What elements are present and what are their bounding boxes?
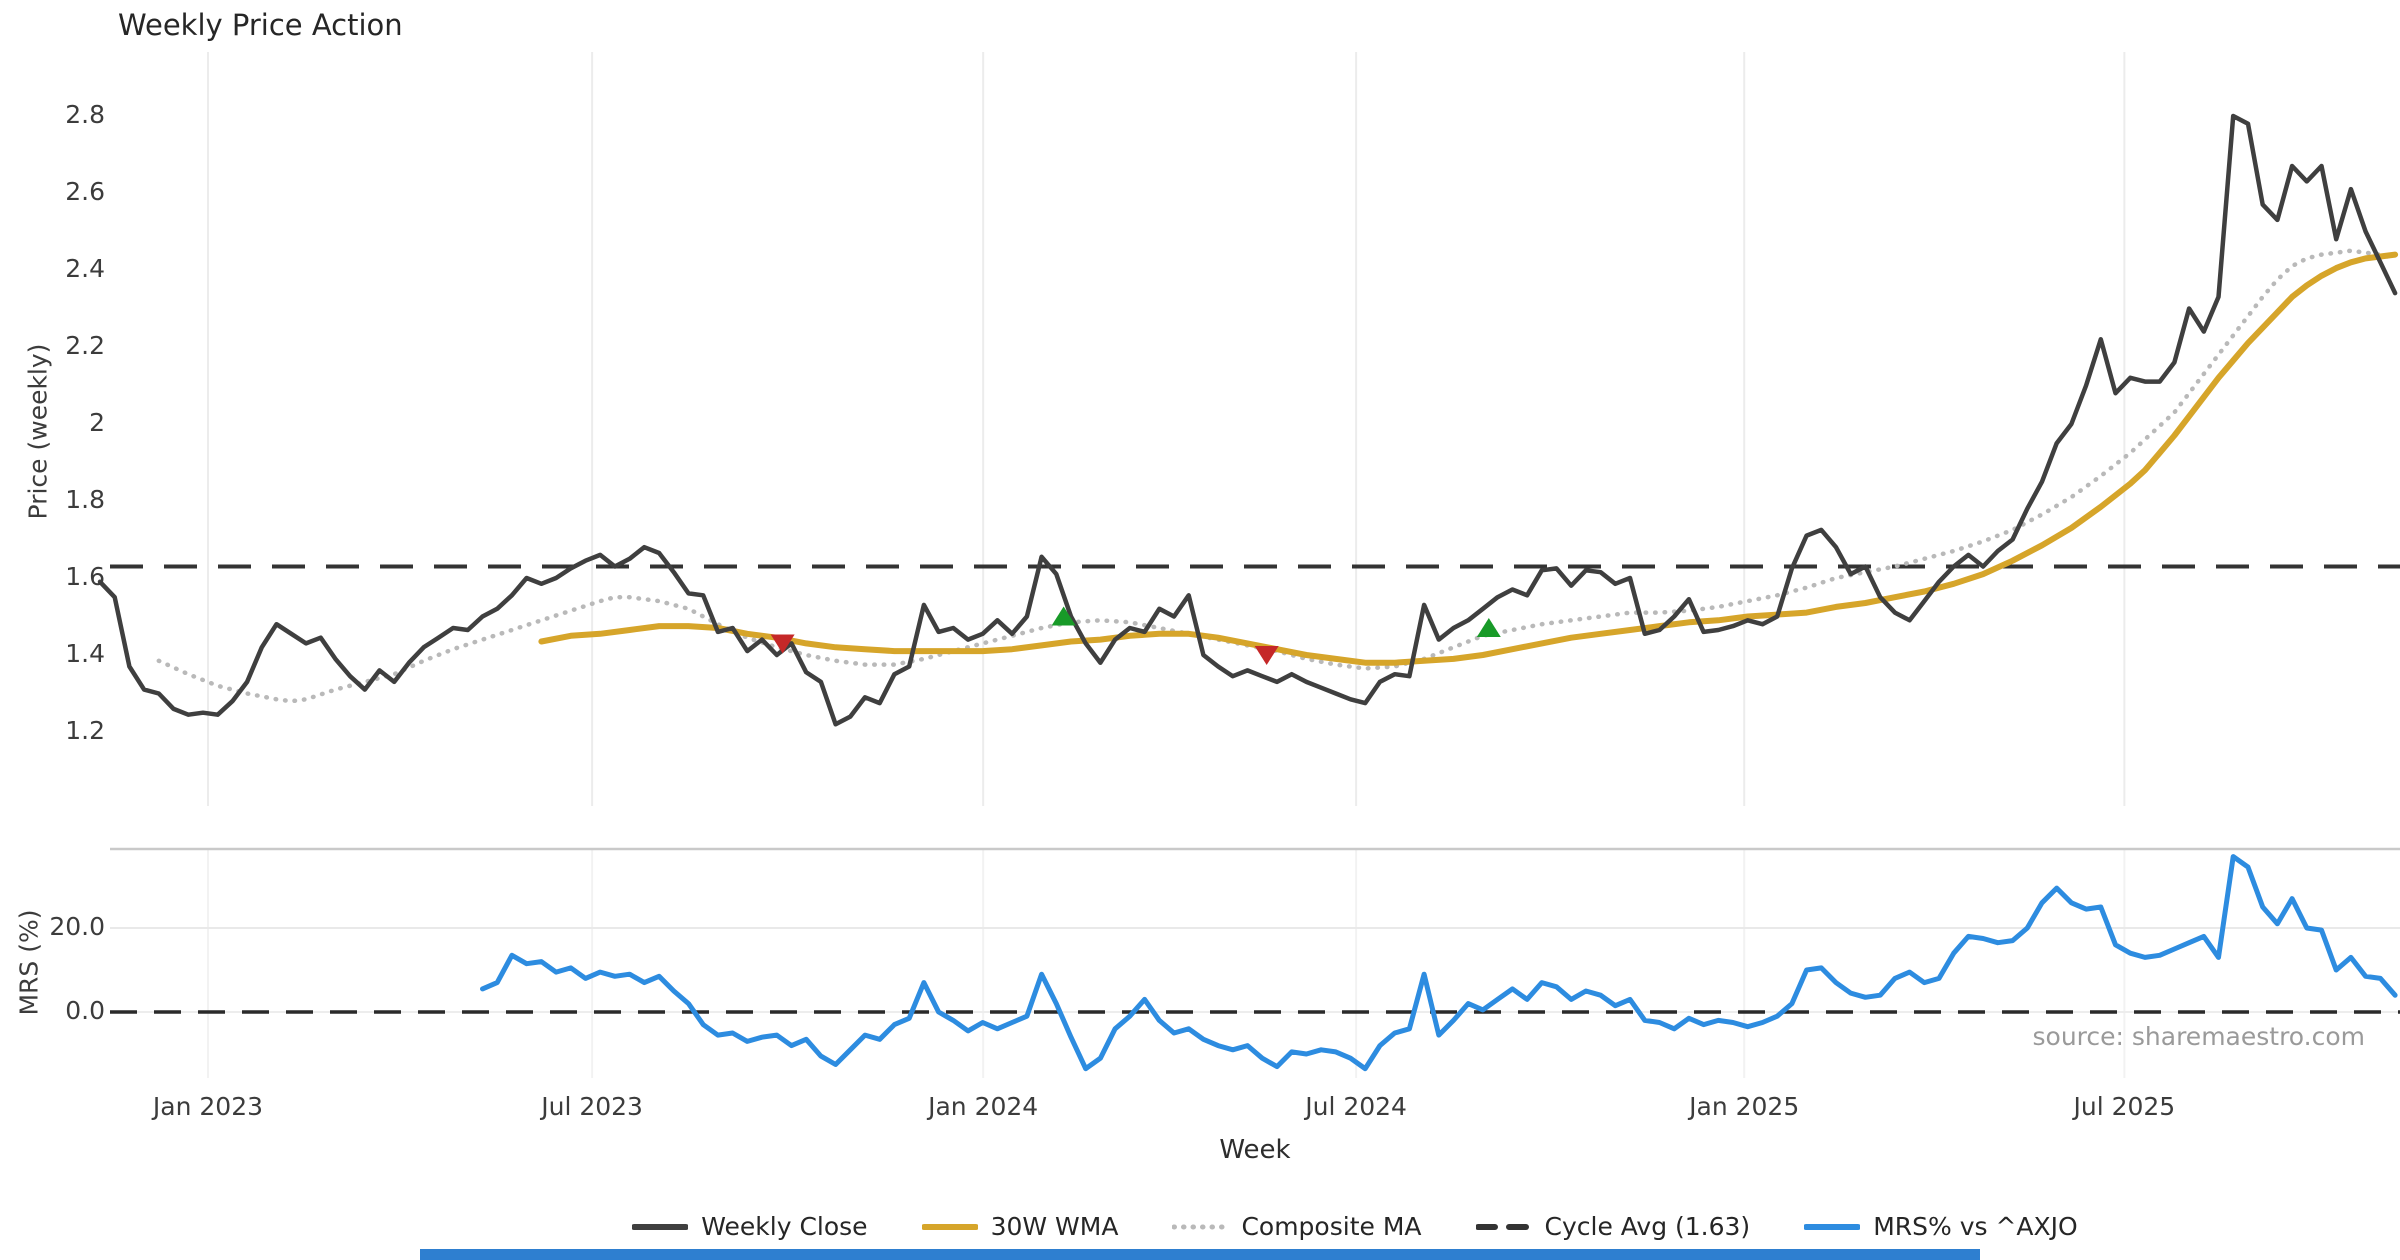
price-tick-label: 2 xyxy=(89,408,105,437)
legend-swatch-solid xyxy=(632,1223,689,1230)
legend-label: MRS% vs ^AXJO xyxy=(1873,1212,2078,1241)
chart-title: Weekly Price Action xyxy=(118,8,403,42)
legend-label: Composite MA xyxy=(1241,1212,1422,1241)
legend-label: 30W WMA xyxy=(990,1212,1119,1241)
legend-swatch-solid xyxy=(921,1223,978,1230)
price-tick-label: 1.8 xyxy=(65,485,105,514)
price-tick-label: 1.6 xyxy=(65,562,105,591)
price-tick-label: 2.8 xyxy=(65,100,105,129)
legend-swatch-dotted xyxy=(1172,1224,1229,1229)
x-axis-title: Week xyxy=(1219,1135,1291,1165)
buy-marker xyxy=(1476,618,1501,638)
price-tick-label: 2.6 xyxy=(65,177,105,206)
x-tick-label: Jul 2025 xyxy=(2073,1092,2176,1121)
mrs-line xyxy=(480,854,2398,1072)
x-tick-label: Jan 2024 xyxy=(928,1092,1039,1121)
mrs-tick-label: 20.0 xyxy=(49,912,105,941)
mrs-tick-label: 0.0 xyxy=(65,996,105,1025)
x-tick-label: Jan 2023 xyxy=(152,1092,264,1121)
price-tick-label: 1.2 xyxy=(65,716,105,745)
legend-label: Cycle Avg (1.63) xyxy=(1544,1212,1751,1241)
sell-marker xyxy=(770,634,795,654)
legend-swatch-solid xyxy=(1804,1223,1861,1230)
x-tick-label: Jul 2023 xyxy=(541,1092,643,1121)
x-tick-label: Jul 2024 xyxy=(1305,1092,1407,1121)
price-tick-label: 2.4 xyxy=(65,254,105,283)
wma-line xyxy=(538,251,2399,666)
bottom-progress-bar[interactable] xyxy=(420,1249,1980,1260)
chart-legend: Weekly Close 30W WMA Composite MA Cycle Avg… xyxy=(0,1212,2400,1241)
composite-ma-line xyxy=(156,248,2398,704)
legend-item: Weekly Close xyxy=(632,1212,868,1241)
legend-item: Cycle Avg (1.63) xyxy=(1475,1212,1751,1241)
price-tick-label: 1.4 xyxy=(65,639,105,668)
x-tick-label: Jan 2025 xyxy=(1689,1092,1800,1121)
weekly-close-line xyxy=(97,113,2398,727)
legend-item: MRS% vs ^AXJO xyxy=(1804,1212,2078,1241)
sell-marker xyxy=(1254,646,1279,665)
legend-item: Composite MA xyxy=(1172,1212,1422,1241)
legend-swatch-dashed xyxy=(1475,1223,1532,1230)
source-credit: source: sharemaestro.com xyxy=(2032,1022,2366,1051)
buy-marker xyxy=(1051,606,1076,626)
price-tick-label: 2.2 xyxy=(65,331,105,360)
legend-item: 30W WMA xyxy=(921,1212,1119,1241)
legend-label: Weekly Close xyxy=(701,1212,868,1241)
